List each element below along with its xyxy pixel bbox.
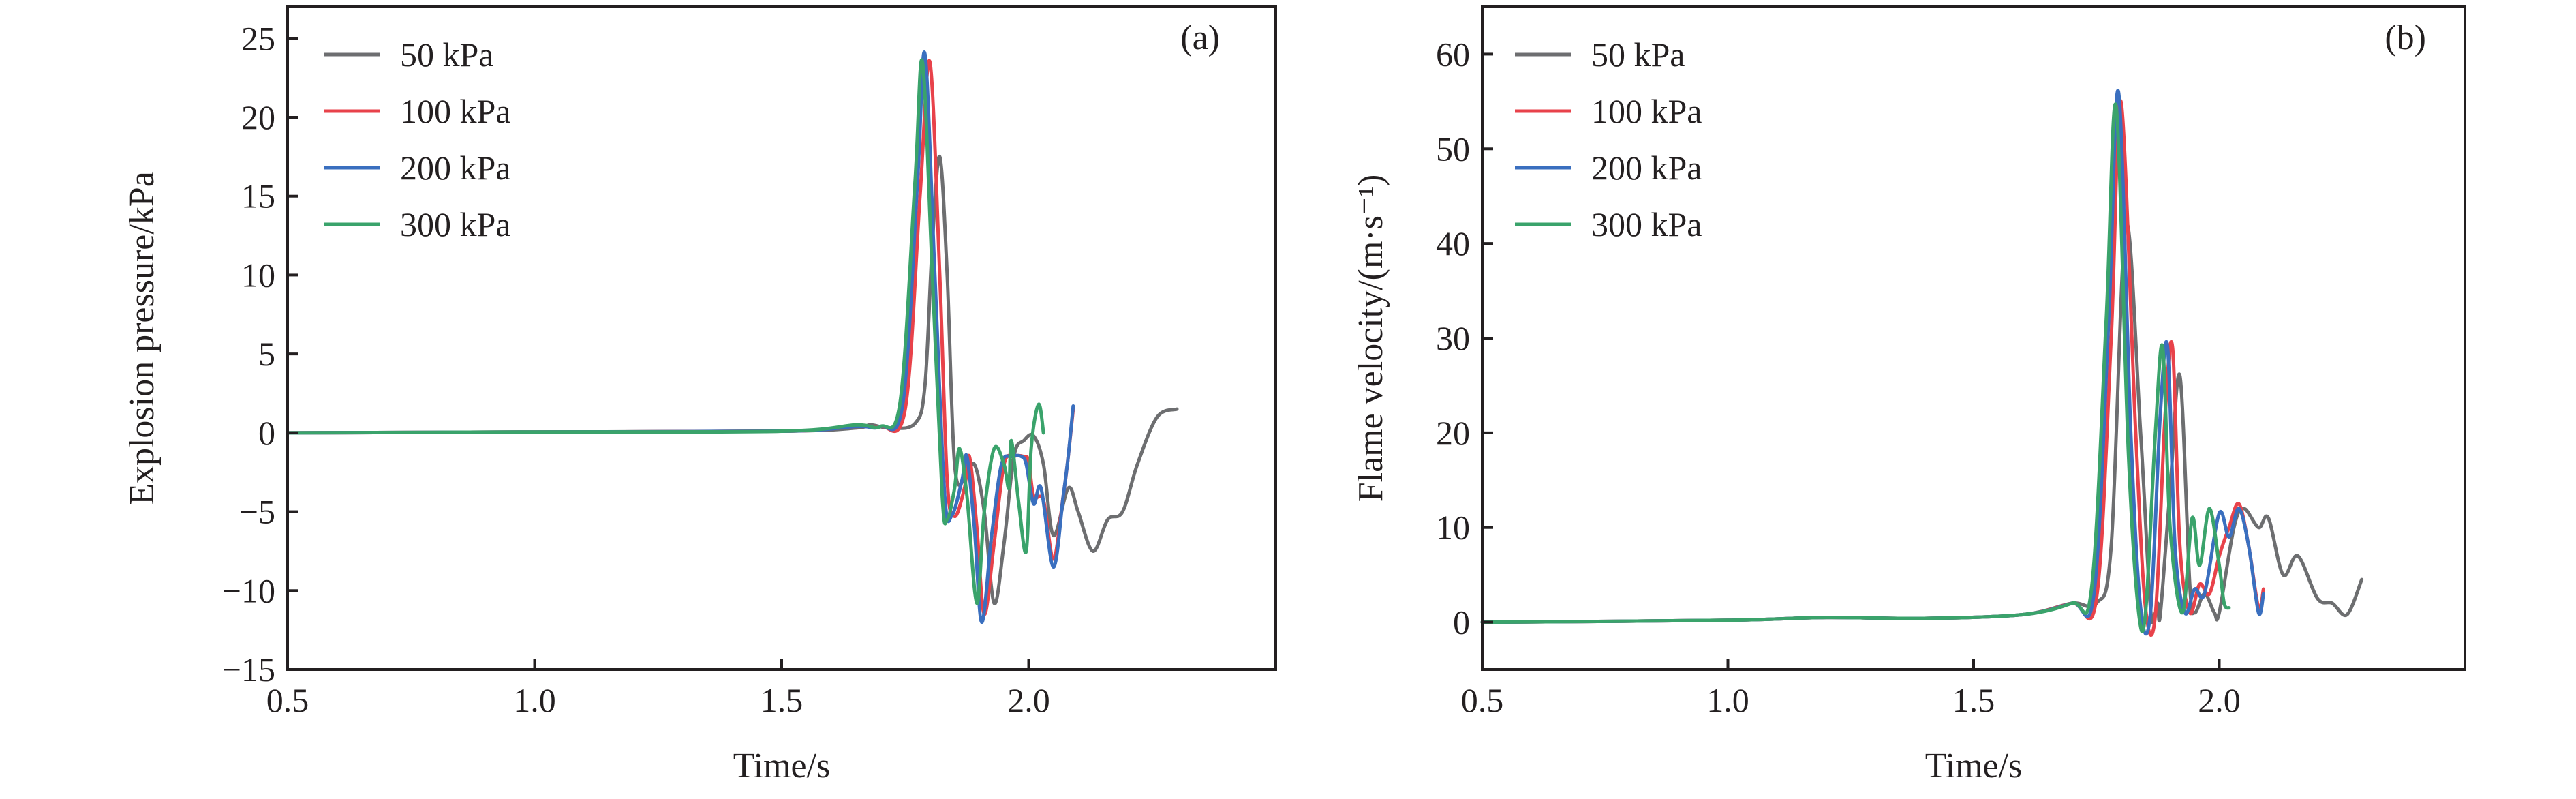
legend-item: 100 kPa xyxy=(324,92,511,130)
y-tick-label: −5 xyxy=(239,493,275,531)
legend-label: 50 kPa xyxy=(1591,35,1685,74)
legend-label: 50 kPa xyxy=(400,35,494,74)
y-tick-label: 0 xyxy=(258,414,275,452)
legend-label: 100 kPa xyxy=(400,92,511,130)
y-tick-label: 10 xyxy=(1436,509,1470,547)
chart-a-explosion-pressure: Explosion pressure/kPa Time/s (a) 0.5 1.0… xyxy=(123,5,1277,785)
legend: 50 kPa 100 kPa 200 kPa 300 kPa xyxy=(1515,35,1702,243)
legend-item: 200 kPa xyxy=(1515,149,1702,187)
legend: 50 kPa 100 kPa 200 kPa 300 kPa xyxy=(324,35,511,243)
x-tick-label: 1.5 xyxy=(761,681,803,719)
x-tick-label: 0.5 xyxy=(266,681,309,719)
series-line-300-kpa xyxy=(286,58,1045,605)
y-tick-label: 0 xyxy=(1453,603,1470,642)
y-tick-label: 30 xyxy=(1436,319,1470,357)
y-tick-label: 60 xyxy=(1436,35,1470,73)
x-tick-label: 2.0 xyxy=(2198,681,2241,719)
series-group xyxy=(1480,89,2364,637)
y-tick-label: 15 xyxy=(241,177,275,215)
y-tick-label: 5 xyxy=(258,335,275,373)
legend-item: 50 kPa xyxy=(1515,35,1685,74)
x-tick-label: 2.0 xyxy=(1007,681,1050,719)
legend-label: 100 kPa xyxy=(1591,92,1702,130)
legend-item: 100 kPa xyxy=(1515,92,1702,130)
legend-item: 300 kPa xyxy=(324,205,511,243)
panel-label: (a) xyxy=(1180,18,1220,57)
legend-label: 200 kPa xyxy=(1591,149,1702,187)
x-axis-title: Time/s xyxy=(1925,747,2023,785)
y-tick-label: 50 xyxy=(1436,130,1470,168)
series-group xyxy=(286,50,1179,624)
series-line-200-kpa xyxy=(286,50,1075,624)
y-tick-label: 20 xyxy=(1436,414,1470,452)
y-tick-label: 25 xyxy=(241,19,275,57)
legend-item: 300 kPa xyxy=(1515,205,1702,243)
x-tick-label: 1.0 xyxy=(1706,681,1749,719)
chart-b-flame-velocity: Flame velocity/(m·s⁻¹) Time/s (b) 0.5 1.0… xyxy=(1351,5,2466,785)
y-tick-label: 20 xyxy=(241,98,275,136)
y-tick-label: −15 xyxy=(222,650,275,689)
legend-item: 50 kPa xyxy=(324,35,494,74)
y-tick-label: 10 xyxy=(241,256,275,294)
series-line-300-kpa xyxy=(1480,102,2231,633)
legend-label: 300 kPa xyxy=(1591,205,1702,243)
y-axis-title: Explosion pressure/kPa xyxy=(123,171,162,505)
series-line-50-kpa xyxy=(1480,221,2364,624)
x-axis-title: Time/s xyxy=(733,747,831,785)
x-tick-label: 1.5 xyxy=(1952,681,1995,719)
y-axis-title: Flame velocity/(m·s⁻¹) xyxy=(1351,175,1390,502)
y-tick-label: 40 xyxy=(1436,224,1470,262)
panel-label: (b) xyxy=(2385,18,2426,57)
legend-label: 300 kPa xyxy=(400,205,511,243)
series-line-100-kpa xyxy=(286,59,1075,616)
legend-label: 200 kPa xyxy=(400,149,511,187)
y-tick-label: −10 xyxy=(222,571,275,609)
x-tick-label: 0.5 xyxy=(1461,681,1504,719)
legend-item: 200 kPa xyxy=(324,149,511,187)
x-tick-label: 1.0 xyxy=(513,681,556,719)
